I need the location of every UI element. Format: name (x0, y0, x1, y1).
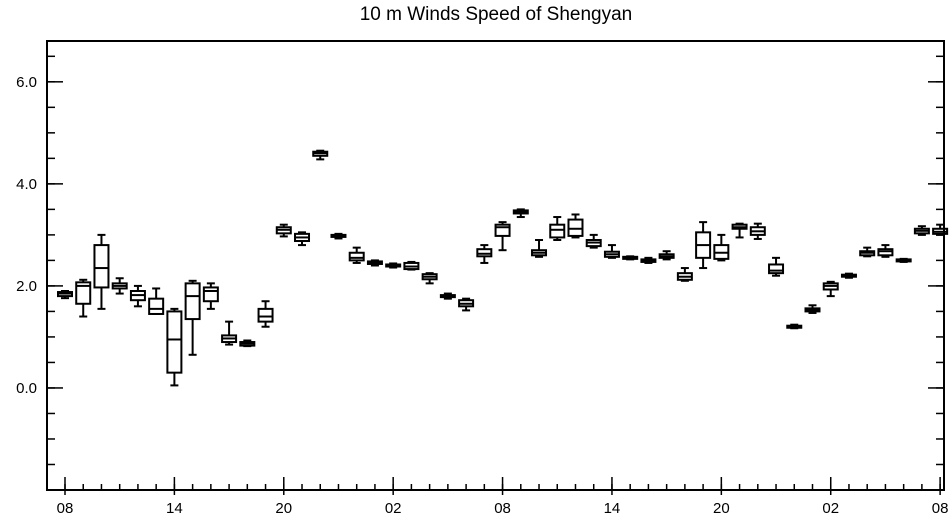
box-mark (913, 225, 930, 236)
box-mark (731, 222, 748, 239)
x-tick-label: 20 (275, 500, 292, 517)
x-tick-label: 14 (604, 500, 621, 517)
box-mark (567, 213, 584, 239)
box-mark (768, 256, 785, 277)
axis-ticks (47, 55, 944, 495)
y-tick-label: 0.0 (16, 380, 37, 397)
y-tick-label: 6.0 (16, 74, 37, 91)
box-body (877, 248, 894, 257)
box-mark (111, 277, 128, 295)
box-mark (622, 255, 639, 261)
box-mark (531, 238, 548, 258)
box-mark (895, 257, 912, 263)
box-mark (932, 223, 949, 236)
box-mark (202, 282, 219, 310)
box-mark (512, 208, 529, 219)
box-mark (822, 280, 839, 298)
box-body (257, 307, 274, 323)
box-mark (166, 307, 183, 387)
box-mark (549, 216, 566, 241)
box-mark (275, 223, 292, 238)
box-body (166, 310, 183, 374)
box-mark (476, 244, 493, 264)
box-mark (257, 300, 274, 328)
box-body (75, 281, 92, 305)
box-mark (403, 260, 420, 271)
box-body (476, 248, 493, 258)
box-mark (786, 323, 803, 330)
box-mark (366, 259, 383, 267)
box-body (148, 297, 165, 315)
box-mark (93, 233, 110, 310)
axis-tick-labels: 6.0 4.0 2.0 0.0 08 14 20 02 08 14 20 02 08 (16, 74, 948, 517)
box-mark (676, 267, 693, 282)
box-mark (330, 232, 347, 240)
box-body (549, 223, 566, 239)
box-mark (458, 297, 475, 312)
box-mark (439, 292, 456, 300)
box-mark (585, 233, 602, 249)
box-mark (221, 320, 238, 346)
x-tick-label: 08 (494, 500, 511, 517)
box-mark (713, 233, 730, 262)
x-tick-label: 02 (822, 500, 839, 517)
box-mark (239, 339, 256, 348)
box-mark (421, 272, 438, 285)
box-mark (640, 256, 657, 264)
box-mark (312, 149, 329, 161)
chart-title: 10 m Winds Speed of Shengyan (359, 4, 633, 25)
y-tick-label: 4.0 (16, 176, 37, 193)
box-mark (804, 304, 821, 314)
box-mark (385, 262, 402, 269)
box-body (184, 282, 201, 321)
box-body (93, 244, 110, 289)
box-mark (603, 244, 620, 259)
box-mark (840, 272, 857, 279)
box-mark (348, 246, 365, 264)
box-body (567, 218, 584, 237)
box-body (768, 263, 785, 275)
box-body (202, 286, 219, 303)
box-mark (129, 284, 146, 308)
x-tick-label: 08 (57, 500, 74, 517)
box-mark (877, 244, 894, 258)
x-tick-label: 02 (385, 500, 402, 517)
box-mark (749, 222, 766, 240)
box-body (348, 251, 365, 262)
box-mark (184, 279, 201, 356)
box-mark (658, 250, 675, 261)
box-mark (75, 278, 92, 318)
box-mark (859, 246, 876, 258)
x-tick-label: 08 (932, 500, 949, 517)
box-mark (695, 221, 712, 270)
box-mark (294, 231, 311, 247)
x-tick-label: 20 (713, 500, 730, 517)
plot-frame (46, 40, 945, 491)
box-body (494, 223, 511, 237)
x-tick-label: 14 (166, 500, 183, 517)
box-series (57, 149, 949, 387)
box-mark (148, 287, 165, 315)
y-tick-label: 2.0 (16, 278, 37, 295)
box-mark (57, 290, 73, 300)
box-mark (494, 221, 511, 252)
